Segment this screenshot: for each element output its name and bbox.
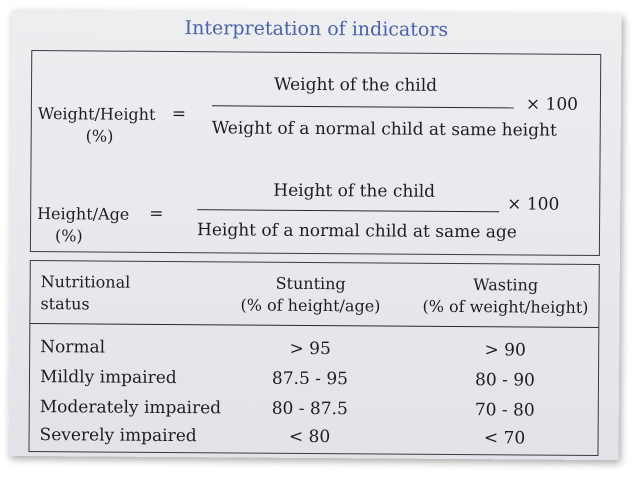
cell-stunting: > 95 [289,338,331,360]
cell-status: Severely impaired [39,425,197,447]
book-page: Interpretation of indicators Weight/Heig… [8,9,622,461]
cell-stunting: < 80 [288,426,331,448]
formula-lhs-unit: (%) [54,226,83,246]
formula-multiplier: × 100 [525,94,579,115]
formula-lhs: Height/Age (%) [37,203,129,248]
fraction-bar [197,209,500,213]
header-nutritional-status: Nutritional status [40,272,131,314]
table-row: Mildly impaired 87.5 - 95 80 - 90 [30,367,598,401]
formula-numerator: Weight of the child [273,74,438,96]
section-title: Interpretation of indicators [184,17,449,41]
formula-numerator: Height of the child [273,180,436,202]
table-row: Severely impaired < 80 < 70 [29,425,597,459]
formula-box: Weight/Height (%) = Weight of the child … [29,50,602,256]
cell-stunting: 80 - 87.5 [271,398,348,420]
formula-denominator: Weight of a normal child at same height [211,118,557,141]
classification-table: Nutritional status Stunting (% of height… [28,260,600,459]
formula-lhs-unit: (%) [85,126,114,146]
header-stunting: Stunting (% of height/age) [240,273,381,316]
cell-wasting: < 70 [483,428,526,449]
equals-sign: = [149,203,164,224]
cell-wasting: 70 - 80 [474,400,535,421]
formula-lhs-label: Weight/Height [37,104,156,124]
cell-wasting: > 90 [484,340,526,361]
formula-lhs: Weight/Height (%) [38,103,156,148]
cell-status: Normal [40,337,106,358]
cell-status: Moderately impaired [39,397,222,419]
fraction-bar [211,105,514,109]
formula-multiplier: × 100 [507,194,560,215]
cell-stunting: 87.5 - 95 [271,368,349,390]
cell-wasting: 80 - 90 [474,370,535,391]
cell-status: Mildly impaired [39,367,177,389]
header-wasting: Wasting (% of weight/height) [422,275,589,317]
table-row: Normal > 95 > 90 [30,337,598,371]
header-separator [30,323,599,329]
formula-denominator: Height of a normal child at same age [196,220,517,243]
formula-lhs-label: Height/Age [37,204,130,224]
equals-sign: = [171,103,187,125]
